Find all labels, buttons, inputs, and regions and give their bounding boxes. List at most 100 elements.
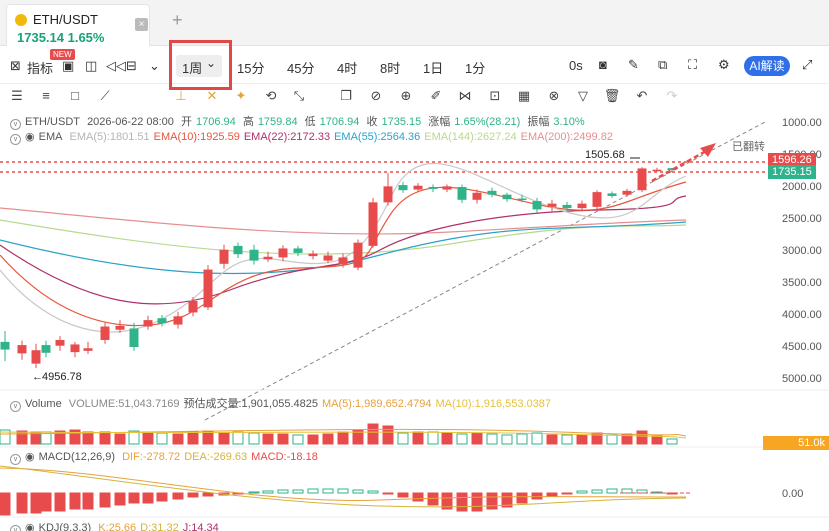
candle	[100, 326, 110, 340]
low-marker-label: 4956.78	[42, 371, 82, 383]
link-icon[interactable]: ⊗	[548, 88, 560, 103]
volume-bar	[218, 432, 230, 445]
volume-bar	[486, 433, 498, 445]
new-badge: NEW	[50, 49, 75, 60]
candle	[323, 255, 333, 261]
macd-bar	[591, 489, 603, 494]
eye-icon[interactable]: ◉	[25, 131, 35, 143]
expand-icon[interactable]: ⤢	[802, 57, 813, 72]
price-axis-label: 3500.00	[782, 277, 822, 289]
macd-bar	[172, 492, 184, 500]
eth-coin-icon	[15, 14, 27, 26]
cross-tool-icon[interactable]: ✕	[206, 88, 218, 103]
lines-icon[interactable]: ≡	[42, 88, 50, 103]
eye-icon[interactable]: ◉	[25, 522, 35, 531]
amp-label: 振幅	[527, 116, 550, 128]
period-1d[interactable]: 1日	[423, 61, 444, 76]
ruler-icon[interactable]: ⊟	[126, 58, 137, 73]
brush-icon[interactable]: ✐	[430, 88, 442, 103]
share-icon[interactable]: ⧉	[658, 57, 668, 72]
period-15m[interactable]: 15分	[237, 61, 265, 76]
chart-area[interactable]	[0, 108, 829, 531]
fullscreen-icon[interactable]: ⛶	[688, 57, 698, 72]
chevron-down-icon[interactable]: v	[10, 454, 21, 465]
macd-bar	[531, 492, 543, 500]
camera-icon[interactable]: ◙	[599, 57, 607, 72]
open-value: 1706.94	[195, 116, 236, 128]
copy-icon[interactable]: ❐	[340, 88, 352, 103]
redo-icon[interactable]: ↷	[666, 88, 678, 103]
candle	[637, 168, 647, 191]
candle	[487, 190, 497, 195]
low-value: 1706.94	[319, 116, 360, 128]
up-arrow-tool-icon[interactable]: ⊥	[175, 88, 187, 103]
pencil-icon[interactable]: ✎	[628, 57, 639, 72]
tab-price-label: 1735.14 1.65%	[17, 30, 105, 45]
volume-bar	[172, 433, 184, 445]
zoom-in-icon[interactable]: ⊕	[400, 88, 412, 103]
ema-value-1: EMA(10):1925.59	[153, 131, 240, 143]
tab-eth-usdt[interactable]: ETH/USDT 1735.14 1.65% ×	[6, 4, 150, 46]
chevron-down-icon[interactable]: ⌄	[149, 58, 160, 73]
chevron-down-icon[interactable]: v	[10, 134, 21, 145]
undo-icon[interactable]: ↶	[636, 88, 648, 103]
price-axis-label: 4500.00	[782, 341, 822, 353]
macd-bar	[367, 490, 379, 494]
ema55-line	[0, 221, 687, 275]
period-8h[interactable]: 8时	[380, 61, 401, 76]
candle	[143, 320, 153, 327]
rewind-icon[interactable]: ◁◁	[106, 58, 126, 73]
magnet-icon[interactable]: ⟲	[265, 88, 277, 103]
calendar-icon[interactable]: ▣	[62, 58, 75, 73]
period-dropdown[interactable]: 1周	[182, 61, 203, 76]
ema200-line	[0, 207, 687, 235]
lock-icon[interactable]: ⊡	[489, 88, 501, 103]
period-selected-bg	[176, 55, 222, 77]
ema-items: EMA(5):1801.51 EMA(10):1925.59 EMA(22):217…	[70, 131, 617, 143]
macd-bar	[0, 492, 11, 516]
high-marker-label: 1505.68	[585, 149, 625, 161]
period-45m[interactable]: 45分	[287, 61, 315, 76]
chevron-down-icon[interactable]: v	[10, 119, 21, 130]
highlight-box	[169, 40, 232, 90]
indicators-button[interactable]: 指标	[27, 61, 54, 76]
price-tag-upper: 1596.26	[768, 153, 816, 167]
pattern-icon[interactable]: ⋈	[458, 88, 472, 103]
settings-icon[interactable]: ⚙	[718, 57, 730, 72]
filter-icon[interactable]: ▽	[578, 88, 588, 103]
close-icon[interactable]: ×	[135, 18, 148, 31]
chevron-down-icon[interactable]: v	[10, 401, 21, 412]
trendline-icon[interactable]: ⟋	[100, 88, 110, 103]
volume-bar	[456, 433, 468, 445]
macd-bar	[546, 492, 558, 497]
macd-bar	[114, 492, 126, 506]
indicator-icon[interactable]: ⊠	[10, 58, 21, 73]
change-label: 涨幅	[428, 116, 451, 128]
ema-value-3: EMA(55):2564.36	[334, 131, 421, 143]
volume-bar	[666, 438, 678, 445]
ai-interpret-button[interactable]: AI解读	[744, 56, 790, 76]
period-1m[interactable]: 1分	[465, 61, 486, 76]
menu-icon[interactable]: ☰	[11, 88, 23, 103]
replay-speed[interactable]: 0s	[569, 58, 583, 73]
macd-bar	[561, 492, 573, 495]
calendar-tool-icon[interactable]: ▦	[517, 88, 531, 103]
macd-bar	[352, 489, 364, 494]
rectangle-icon[interactable]: □	[71, 88, 79, 103]
period-4h[interactable]: 4时	[337, 61, 358, 76]
macd-value-2: MACD:-18.18	[251, 451, 318, 463]
ruler-tool-icon[interactable]: ⊘	[370, 88, 382, 103]
volume-value-0: VOLUME:51,043.7169	[68, 398, 180, 410]
layout-icon[interactable]: ◫	[85, 58, 98, 73]
eye-icon[interactable]: ◉	[25, 451, 35, 463]
flag-tool-icon[interactable]: ✦	[235, 88, 247, 103]
candle	[517, 198, 527, 201]
chevron-down-icon[interactable]: ⌄	[206, 56, 217, 70]
trash-icon[interactable]: 🗑	[603, 88, 621, 103]
volume-bar	[307, 434, 319, 445]
macd-dea-line	[0, 465, 687, 508]
drawing-toolbar: ☰ ≡ □ ⟋ ⊥ ✕ ✦ ⟲ ⤡ ❐ ⊘ ⊕ ✐ ⋈ ⊡ ▦ ⊗ ▽ 🗑 ↶ …	[0, 84, 829, 108]
add-tab-icon[interactable]: +	[172, 10, 183, 30]
chevron-down-icon[interactable]: v	[10, 525, 21, 531]
measure-icon[interactable]: ⤡	[293, 88, 305, 103]
